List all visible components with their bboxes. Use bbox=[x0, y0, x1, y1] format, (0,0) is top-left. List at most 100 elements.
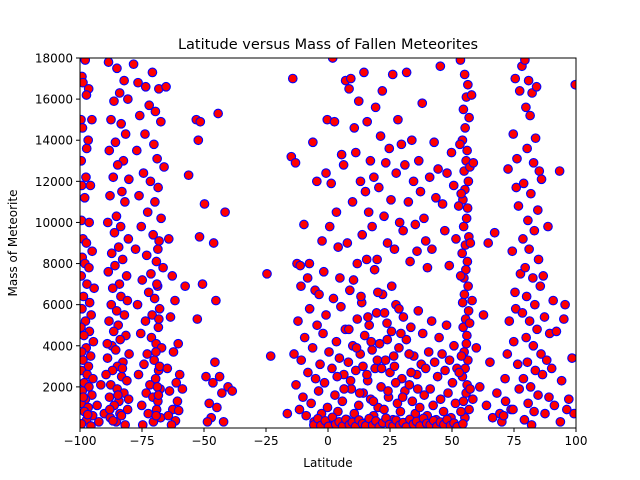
data-point bbox=[548, 295, 559, 306]
data-point bbox=[317, 236, 327, 246]
data-point bbox=[134, 190, 144, 201]
data-point bbox=[408, 176, 419, 187]
data-point bbox=[110, 260, 120, 271]
data-point bbox=[136, 400, 147, 411]
data-point bbox=[569, 408, 576, 419]
data-point bbox=[116, 118, 127, 129]
data-point bbox=[177, 384, 188, 394]
data-point bbox=[512, 359, 523, 370]
data-point bbox=[455, 58, 466, 65]
data-point bbox=[321, 168, 331, 178]
data-point bbox=[563, 394, 574, 405]
data-point bbox=[301, 410, 312, 421]
data-point bbox=[81, 172, 91, 183]
data-point bbox=[295, 260, 306, 271]
data-point bbox=[315, 359, 325, 370]
data-point bbox=[338, 160, 349, 170]
data-point bbox=[80, 330, 89, 341]
data-point bbox=[432, 371, 443, 382]
data-point bbox=[348, 275, 359, 285]
data-point bbox=[114, 88, 125, 98]
data-point bbox=[396, 139, 407, 150]
data-point bbox=[458, 396, 469, 407]
x-tick-label: 50 bbox=[444, 434, 459, 448]
data-point bbox=[81, 90, 92, 100]
data-point bbox=[463, 79, 473, 90]
y-axis-ticks: 2000 4000 6000 8000 10000 12000 14000 16000 1800… bbox=[35, 52, 80, 394]
data-point bbox=[406, 135, 417, 146]
data-point bbox=[293, 316, 303, 326]
data-point bbox=[555, 416, 566, 427]
data-point bbox=[84, 262, 94, 273]
data-point bbox=[518, 234, 528, 244]
data-point bbox=[523, 75, 534, 86]
data-point bbox=[210, 357, 220, 368]
data-point bbox=[513, 201, 524, 211]
data-point bbox=[113, 390, 123, 400]
data-point bbox=[164, 386, 175, 396]
data-point bbox=[455, 271, 466, 281]
data-point bbox=[420, 236, 431, 246]
data-point bbox=[141, 250, 152, 261]
data-point bbox=[394, 217, 405, 228]
data-point bbox=[369, 172, 379, 183]
data-point bbox=[404, 379, 415, 390]
data-point bbox=[80, 192, 90, 203]
data-point bbox=[154, 314, 164, 324]
data-point bbox=[405, 322, 416, 333]
data-point bbox=[456, 188, 467, 199]
data-point bbox=[463, 281, 473, 292]
data-point bbox=[539, 312, 550, 322]
data-point bbox=[440, 365, 450, 376]
data-point bbox=[199, 199, 210, 209]
data-point bbox=[543, 221, 553, 232]
data-point bbox=[220, 207, 230, 218]
data-point bbox=[465, 384, 475, 394]
data-point bbox=[329, 116, 340, 127]
data-point bbox=[426, 316, 437, 326]
data-point bbox=[104, 316, 114, 326]
data-point bbox=[140, 316, 151, 326]
data-point bbox=[150, 106, 161, 117]
data-point bbox=[84, 297, 95, 308]
data-point bbox=[382, 238, 393, 248]
data-point bbox=[481, 400, 492, 411]
data-point bbox=[528, 157, 539, 168]
data-point bbox=[520, 58, 530, 65]
data-point bbox=[80, 77, 88, 88]
data-point bbox=[92, 400, 102, 411]
data-point bbox=[82, 279, 92, 289]
data-point bbox=[449, 340, 459, 351]
data-point bbox=[208, 238, 219, 248]
data-point bbox=[447, 377, 458, 388]
data-point bbox=[389, 361, 400, 372]
data-point bbox=[521, 332, 532, 343]
data-point bbox=[413, 155, 424, 166]
data-point bbox=[518, 373, 529, 384]
x-tick-label: −25 bbox=[253, 434, 278, 448]
data-point bbox=[466, 90, 477, 100]
data-point bbox=[362, 369, 372, 380]
data-point bbox=[433, 164, 443, 174]
data-point bbox=[110, 345, 121, 355]
data-point bbox=[122, 404, 133, 415]
y-tick-label: 6000 bbox=[42, 298, 73, 312]
data-point bbox=[412, 384, 423, 394]
data-point bbox=[544, 392, 554, 403]
data-point bbox=[345, 375, 356, 386]
data-point bbox=[529, 299, 540, 310]
data-point bbox=[103, 58, 114, 67]
data-point bbox=[183, 170, 194, 181]
data-point bbox=[424, 172, 435, 183]
data-point bbox=[541, 355, 552, 366]
data-point bbox=[326, 178, 337, 189]
data-point bbox=[195, 116, 206, 127]
x-tick-label: −75 bbox=[129, 434, 154, 448]
data-point bbox=[80, 155, 87, 166]
data-point bbox=[532, 205, 543, 215]
data-point bbox=[352, 314, 363, 324]
data-point bbox=[107, 283, 118, 294]
data-point bbox=[103, 266, 114, 277]
data-point bbox=[174, 369, 185, 380]
data-point bbox=[153, 244, 163, 255]
